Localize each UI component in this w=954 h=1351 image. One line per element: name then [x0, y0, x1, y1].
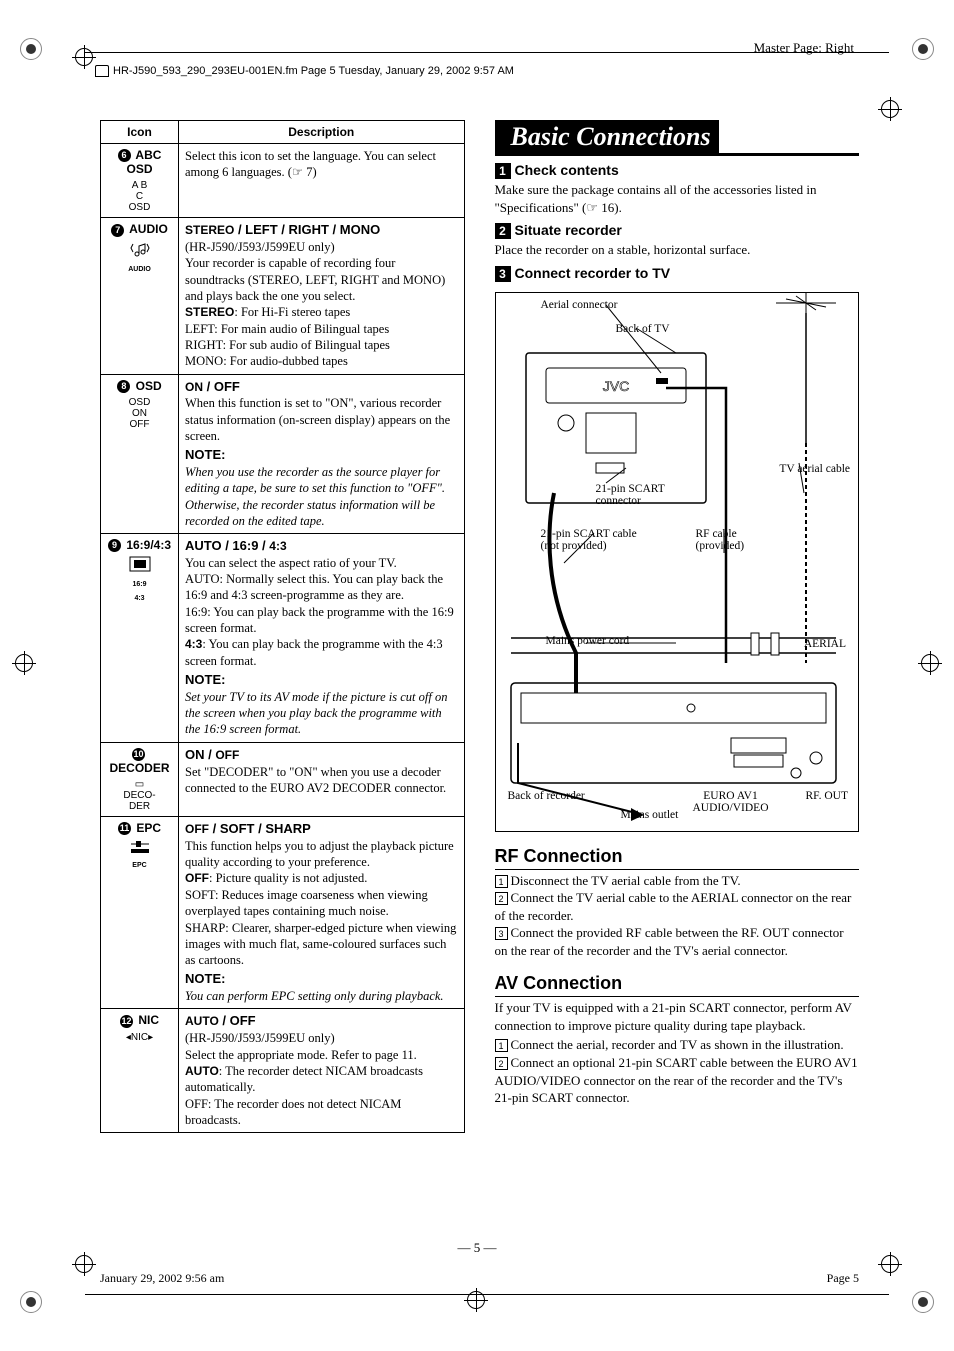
desc-cell: Select this icon to set the language. Yo… [179, 144, 465, 218]
registration-mark [15, 654, 33, 672]
lbl-rf-cable: RF cable (provided) [696, 528, 766, 552]
registration-mark [921, 654, 939, 672]
icon-cell: 9 16:9/4:316:94:3 [101, 534, 179, 743]
file-path-text: HR-J590_593_290_293EU-001EN.fm Page 5 Tu… [113, 65, 514, 77]
icon-cell: 11 EPCEPC [101, 817, 179, 1009]
table-row: 10 DECODER▭DECO-DERON / OFFSet "DECODER"… [101, 742, 465, 816]
print-mark [912, 38, 934, 60]
desc-cell: AUTO / OFF(HR-J590/J593/J599EU only)Sele… [179, 1009, 465, 1133]
registration-mark [75, 1255, 93, 1273]
master-page-label: Master Page: Right [754, 40, 854, 56]
step: 3Connect recorder to TV [495, 265, 860, 282]
book-icon [95, 65, 109, 77]
step-label: Situate recorder [515, 222, 622, 238]
footer-page: Page 5 [827, 1271, 859, 1286]
rf-list: 1Disconnect the TV aerial cable from the… [495, 872, 860, 960]
icon-cell: 12 NIC◂NIC▸ [101, 1009, 179, 1133]
file-header: HR-J590_593_290_293EU-001EN.fm Page 5 Tu… [95, 65, 514, 77]
step-label: Check contents [515, 162, 619, 178]
lbl-mains-cord: Mains power cord [546, 635, 630, 647]
icon-cell: 6 ABC OSDA BCOSD [101, 144, 179, 218]
av-list: 1Connect the aerial, recorder and TV as … [495, 1036, 860, 1106]
av-intro: If your TV is equipped with a 21-pin SCA… [495, 999, 860, 1034]
table-row: 12 NIC◂NIC▸AUTO / OFF(HR-J590/J593/J599E… [101, 1009, 465, 1133]
desc-cell: ON / OFFSet "DECODER" to "ON" when you u… [179, 742, 465, 816]
svg-text:JVC: JVC [602, 378, 628, 394]
section-title-text: Basic Connections [505, 120, 719, 156]
registration-mark [881, 100, 899, 118]
lbl-scart-connector: 21-pin SCART connector [596, 483, 686, 507]
lbl-scart-cable: 21-pin SCART cable (not provided) [541, 528, 651, 552]
print-mark [20, 38, 42, 60]
lbl-tv-aerial-cable: TV aerial cable [770, 463, 850, 475]
footer-date: January 29, 2002 9:56 am [100, 1271, 224, 1286]
th-desc: Description [179, 121, 465, 144]
icon-cell: 10 DECODER▭DECO-DER [101, 742, 179, 816]
left-column: Icon Description 6 ABC OSDA BCOSDSelect … [100, 120, 465, 1251]
table-row: 7 AUDIOAUDIOSTEREO / LEFT / RIGHT / MONO… [101, 218, 465, 374]
step: 1Check contents Make sure the package con… [495, 162, 860, 216]
desc-cell: OFF / SOFT / SHARPThis function helps yo… [179, 817, 465, 1009]
table-row: 8 OSDOSDONOFFON / OFFWhen this function … [101, 374, 465, 534]
lbl-back-of-tv: Back of TV [616, 323, 670, 335]
icon-table: Icon Description 6 ABC OSDA BCOSDSelect … [100, 120, 465, 1133]
av-header: AV Connection [495, 973, 860, 997]
list-item: 1Disconnect the TV aerial cable from the… [495, 872, 860, 890]
lbl-euro-av1: EURO AV1 AUDIO/VIDEO [686, 790, 776, 814]
lbl-back-of-recorder: Back of recorder [508, 790, 585, 802]
rf-header: RF Connection [495, 846, 860, 870]
table-row: 11 EPCEPCOFF / SOFT / SHARPThis function… [101, 817, 465, 1009]
icon-cell: 8 OSDOSDONOFF [101, 374, 179, 534]
step-num: 1 [495, 163, 511, 179]
diagram-svg: JVC [496, 293, 859, 831]
step-body: Make sure the package contains all of th… [495, 181, 860, 216]
step: 2Situate recorder Place the recorder on a… [495, 222, 860, 259]
registration-mark [75, 48, 93, 66]
table-row: 6 ABC OSDA BCOSDSelect this icon to set … [101, 144, 465, 218]
connection-diagram: JVC [495, 292, 860, 832]
page-number-center: — 5 — [0, 1240, 954, 1256]
step-num: 3 [495, 266, 511, 282]
lbl-aerial: AERIAL [804, 638, 846, 650]
registration-mark [881, 1255, 899, 1273]
registration-mark [467, 1291, 485, 1309]
th-icon: Icon [101, 121, 179, 144]
page-content: Icon Description 6 ABC OSDA BCOSDSelect … [100, 120, 859, 1251]
step-body: Place the recorder on a stable, horizont… [495, 241, 860, 259]
list-item: 3Connect the provided RF cable between t… [495, 924, 860, 959]
right-column: Basic Connections 1Check contents Make su… [495, 120, 860, 1251]
table-row: 9 16:9/4:316:94:3AUTO / 16:9 / 4:3You ca… [101, 534, 465, 743]
list-item: 2Connect an optional 21-pin SCART cable … [495, 1054, 860, 1107]
step-num: 2 [495, 223, 511, 239]
desc-cell: STEREO / LEFT / RIGHT / MONO(HR-J590/J59… [179, 218, 465, 374]
lbl-mains-outlet: Mains outlet [621, 809, 679, 821]
desc-cell: AUTO / 16:9 / 4:3You can select the aspe… [179, 534, 465, 743]
lbl-rf-out: RF. OUT [805, 790, 848, 802]
list-item: 1Connect the aerial, recorder and TV as … [495, 1036, 860, 1054]
lbl-aerial-connector: Aerial connector [541, 299, 618, 311]
step-label: Connect recorder to TV [515, 265, 671, 281]
section-title: Basic Connections [495, 120, 860, 156]
desc-cell: ON / OFFWhen this function is set to "ON… [179, 374, 465, 534]
print-mark [20, 1291, 42, 1313]
footer: January 29, 2002 9:56 am Page 5 [100, 1271, 859, 1286]
icon-cell: 7 AUDIOAUDIO [101, 218, 179, 374]
print-mark [912, 1291, 934, 1313]
list-item: 2Connect the TV aerial cable to the AERI… [495, 889, 860, 924]
